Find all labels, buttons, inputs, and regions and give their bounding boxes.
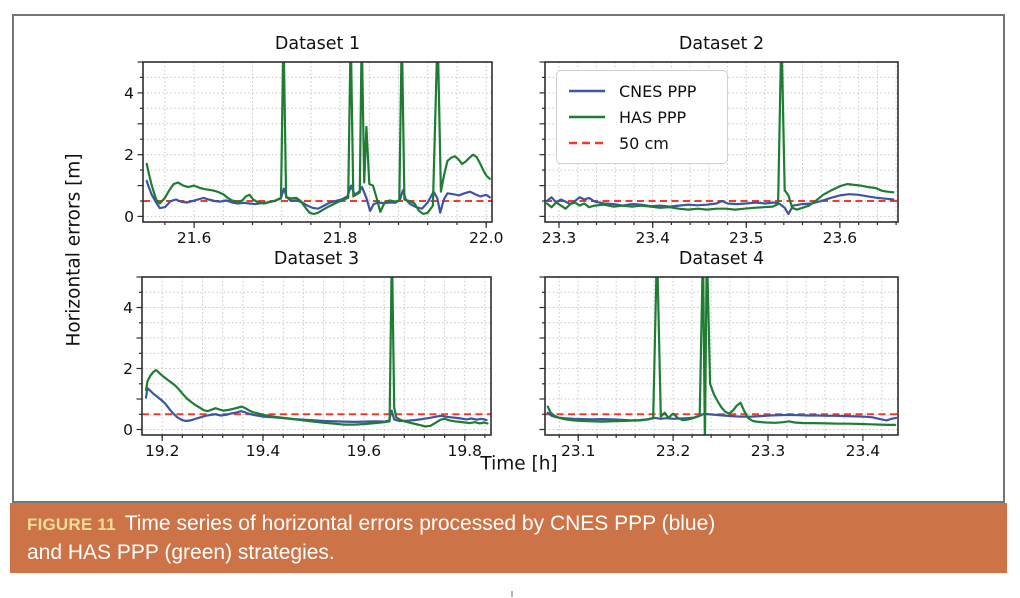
series-cnes xyxy=(145,179,491,214)
svg-text:0: 0 xyxy=(124,208,134,226)
svg-text:23.3: 23.3 xyxy=(542,229,577,247)
axes-spines xyxy=(544,276,899,436)
caption-body: Time series of horizontal errors process… xyxy=(27,512,716,564)
x-tick-labels: 23.1 23.2 23.3 23.4 xyxy=(561,442,880,460)
series-cnes xyxy=(546,411,898,422)
axis-ticks xyxy=(539,276,883,441)
svg-text:23.5: 23.5 xyxy=(729,229,764,247)
axis-ticks xyxy=(136,276,486,441)
svg-text:4: 4 xyxy=(123,299,133,317)
plot-canvas-dataset-4: 23.1 23.2 23.3 23.4 xyxy=(539,276,899,460)
svg-text:23.3: 23.3 xyxy=(751,442,786,460)
subplot-title-dataset-4: Dataset 4 xyxy=(678,249,765,269)
legend-item: HAS PPP xyxy=(568,104,723,130)
svg-text:2: 2 xyxy=(123,360,133,378)
svg-text:4: 4 xyxy=(124,84,134,102)
x-axis-label: Time [h] xyxy=(480,453,558,475)
svg-text:23.6: 23.6 xyxy=(823,229,858,247)
subplot-dataset-3: Dataset 3 19.2 19.4 19.6 19.8 0 2 4 xyxy=(123,249,492,460)
x-tick-labels: 19.2 19.4 19.6 19.8 xyxy=(145,442,482,460)
axes-spines xyxy=(142,61,493,223)
legend-label: 50 cm xyxy=(619,133,669,153)
svg-text:19.8: 19.8 xyxy=(448,442,483,460)
legend-label: CNES PPP xyxy=(619,81,697,101)
axis-ticks xyxy=(137,61,487,228)
series-has xyxy=(546,277,897,435)
figure-caption: FIGURE 11 Time series of horizontal error… xyxy=(10,503,1007,573)
grid xyxy=(142,277,491,435)
legend-label: HAS PPP xyxy=(619,107,687,127)
series-cnes xyxy=(545,193,895,216)
svg-text:23.4: 23.4 xyxy=(635,229,670,247)
series-has xyxy=(545,62,895,211)
svg-text:23.1: 23.1 xyxy=(561,442,596,460)
legend-line-sample xyxy=(569,89,605,93)
legend-line-sample xyxy=(569,115,605,119)
svg-text:23.2: 23.2 xyxy=(656,442,691,460)
axis-ticks xyxy=(539,61,897,228)
svg-text:19.4: 19.4 xyxy=(246,442,281,460)
y-axis-label: Horizontal errors [m] xyxy=(63,153,85,347)
y-tick-labels: 0 2 4 xyxy=(123,299,133,439)
legend-item: CNES PPP xyxy=(568,78,723,104)
plot-canvas-dataset-3: 19.2 19.4 19.6 19.8 0 2 4 xyxy=(123,276,492,460)
svg-text:23.4: 23.4 xyxy=(846,442,881,460)
x-tick-labels: 23.3 23.4 23.5 23.6 xyxy=(542,229,857,247)
figure-frame xyxy=(12,14,1005,503)
series-has xyxy=(145,62,491,216)
figure-number-tag: FIGURE 11 xyxy=(27,515,116,534)
subplot-dataset-2: Dataset 2 23.3 23.4 23.5 23.6 CNES PPP HAS P… xyxy=(539,34,899,247)
svg-text:21.6: 21.6 xyxy=(177,229,212,247)
svg-text:19.2: 19.2 xyxy=(145,442,180,460)
svg-text:0: 0 xyxy=(123,421,133,439)
y-tick-labels: 0 2 4 xyxy=(124,84,134,226)
series-has xyxy=(144,277,489,428)
svg-text:19.6: 19.6 xyxy=(347,442,382,460)
subplot-title-dataset-3: Dataset 3 xyxy=(273,249,360,269)
subplot-dataset-1: Dataset 1 21.6 21.8 22.0 0 2 4 xyxy=(124,34,503,247)
plot-canvas-dataset-1: 21.6 21.8 22.0 0 2 4 xyxy=(124,61,503,247)
svg-text:22.0: 22.0 xyxy=(469,229,504,247)
legend-line-sample xyxy=(569,141,605,145)
grid xyxy=(545,277,898,435)
legend: CNES PPP HAS PPP 50 cm xyxy=(556,70,728,164)
axes-spines xyxy=(141,276,492,436)
page-artifact-mark xyxy=(511,591,513,597)
subplot-title-dataset-1: Dataset 1 xyxy=(274,34,361,54)
x-tick-labels: 21.6 21.8 22.0 xyxy=(177,229,504,247)
svg-text:21.8: 21.8 xyxy=(323,229,358,247)
legend-item: 50 cm xyxy=(568,130,723,156)
axes-spines xyxy=(544,61,899,223)
subplot-dataset-4: Dataset 4 23.1 23.2 23.3 23.4 xyxy=(539,249,899,460)
subplot-title-dataset-2: Dataset 2 xyxy=(678,34,765,54)
svg-text:2: 2 xyxy=(124,146,134,164)
caption-text: FIGURE 11 Time series of horizontal error… xyxy=(10,503,732,567)
